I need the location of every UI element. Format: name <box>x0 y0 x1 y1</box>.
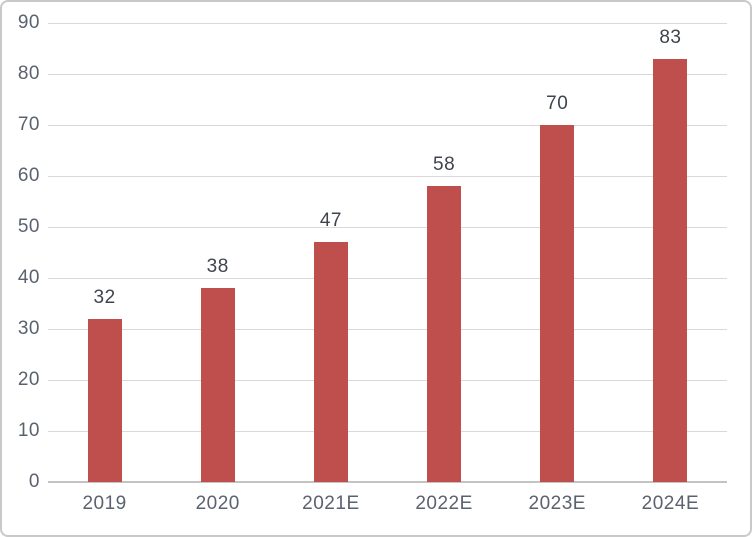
y-axis-tick-label: 80 <box>17 63 40 84</box>
gridline <box>48 329 727 330</box>
bar <box>87 318 122 482</box>
bar-value-label: 70 <box>546 93 569 114</box>
y-axis-tick-label: 70 <box>17 114 40 135</box>
bar <box>653 58 688 482</box>
x-axis-tick-label: 2019 <box>82 493 127 514</box>
bar-value-label: 47 <box>319 210 342 232</box>
y-axis-tick-label: 90 <box>17 12 40 33</box>
y-axis-tick-label: 60 <box>17 165 40 186</box>
gridline <box>48 176 727 177</box>
bar <box>540 125 575 482</box>
gridline <box>48 278 727 279</box>
gridline <box>48 23 727 24</box>
gridline <box>48 74 727 75</box>
x-axis-tick-label: 2022E <box>415 493 473 514</box>
x-axis-tick-label: 2024E <box>641 493 700 514</box>
bar-value-label: 32 <box>93 286 116 308</box>
y-axis-tick-label: 40 <box>17 267 40 288</box>
gridline <box>48 125 727 126</box>
y-axis-tick-label: 30 <box>17 318 40 339</box>
gridline <box>48 227 727 228</box>
y-axis-tick-label: 20 <box>17 369 40 390</box>
bar <box>200 288 235 482</box>
x-axis-tick-label: 2023E <box>528 493 586 514</box>
bar <box>427 186 462 482</box>
y-axis-tick-label: 0 <box>28 471 40 492</box>
bar-value-label: 38 <box>206 256 229 278</box>
bar-value-label: 83 <box>659 26 682 48</box>
x-axis-tick-label: 2021E <box>302 493 360 514</box>
bar <box>313 242 348 482</box>
gridline <box>48 431 727 432</box>
x-axis-tick-label: 2020 <box>195 493 240 514</box>
gridline <box>48 380 727 381</box>
y-axis-tick-label: 10 <box>17 420 40 441</box>
x-axis-line <box>48 481 727 483</box>
bar-value-label: 58 <box>433 154 456 176</box>
y-axis-tick-label: 50 <box>17 216 40 237</box>
